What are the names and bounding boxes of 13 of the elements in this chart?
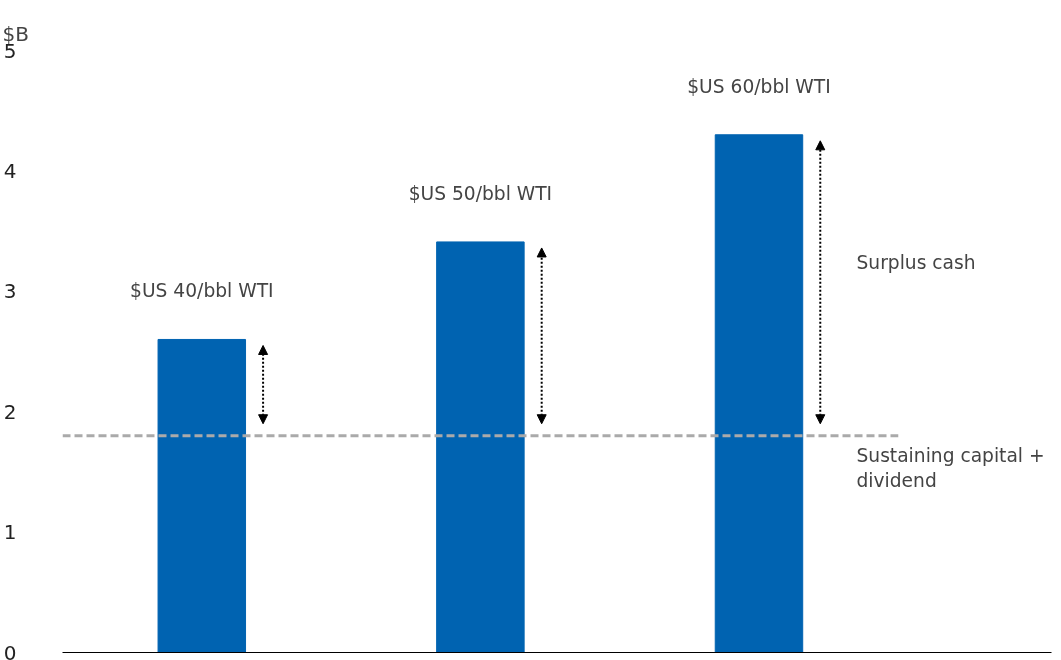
y-tick-label: 4 [3, 158, 17, 183]
x-tick-label: $US 50/bbl WTI [408, 182, 553, 204]
y-tick-label: 2 [3, 399, 17, 424]
y-tick-label: 0 [3, 640, 17, 660]
x-tick-label: $US 40/bbl WTI [130, 280, 274, 302]
ref-line-label: Sustaining capital + dividend [856, 444, 1045, 491]
y-tick-label: 3 [3, 279, 17, 304]
x-tick-label: $US 60/bbl WTI [687, 75, 831, 97]
bar [714, 134, 804, 653]
bar [157, 338, 247, 653]
bar [436, 241, 525, 653]
annotation: Surplus cash [856, 252, 976, 274]
y-tick-label: 1 [3, 520, 17, 545]
